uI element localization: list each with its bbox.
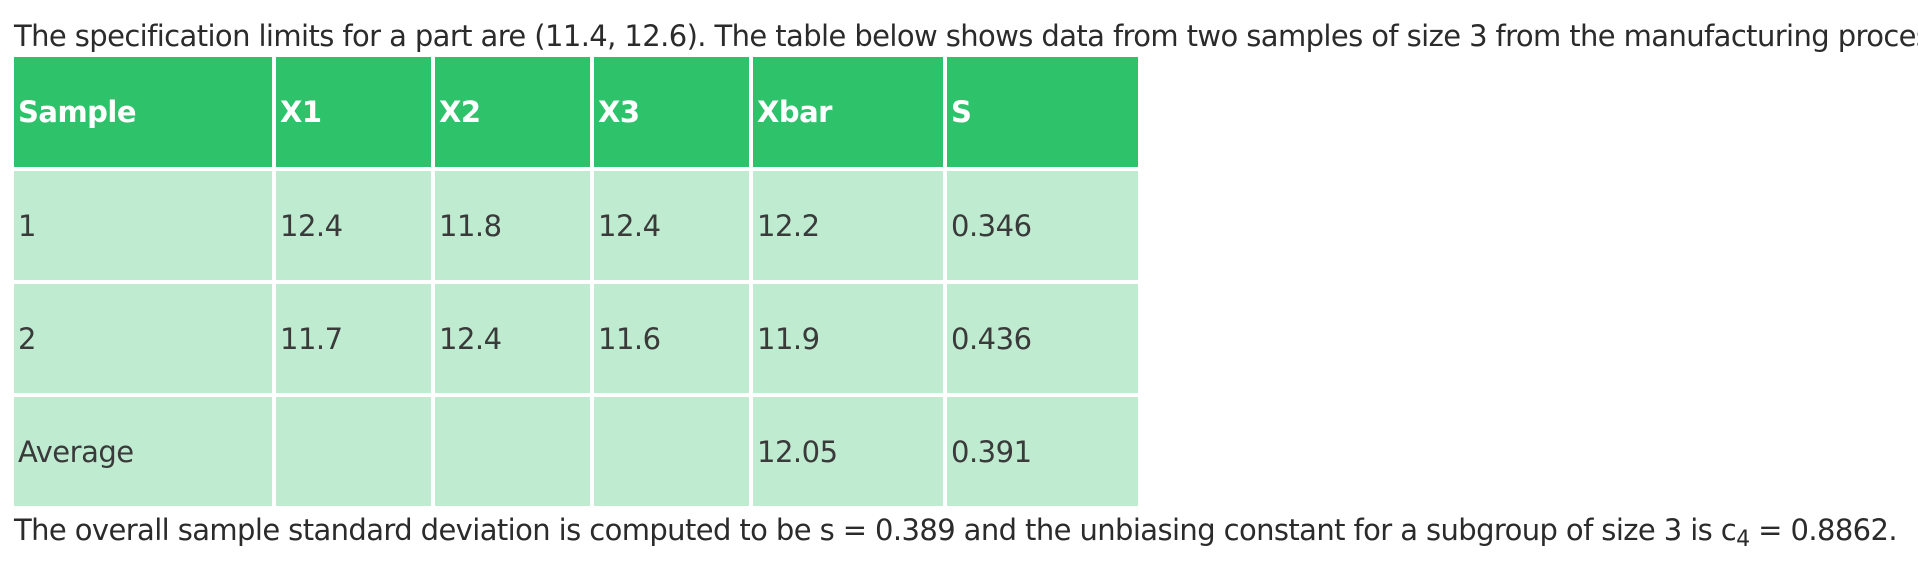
- header-x3: X3: [594, 57, 749, 167]
- table-row: 2 11.7 12.4 11.6 11.9 0.436: [14, 284, 1138, 393]
- header-xbar: Xbar: [753, 57, 943, 167]
- header-s: S: [947, 57, 1138, 167]
- sample-data-table: Sample X1 X2 X3 Xbar S 1 12.4 11.8 12.4 …: [10, 53, 1142, 510]
- table-cell: 11.8: [435, 171, 590, 280]
- table-cell: 12.4: [435, 284, 590, 393]
- table-cell: 12.2: [753, 171, 943, 280]
- table-row: 1 12.4 11.8 12.4 12.2 0.346: [14, 171, 1138, 280]
- intro-paragraph: The specification limits for a part are …: [14, 19, 1918, 53]
- table-row-average: Average 12.05 0.391: [14, 397, 1138, 506]
- table-cell: 0.346: [947, 171, 1138, 280]
- header-x1: X1: [276, 57, 431, 167]
- table-header-row: Sample X1 X2 X3 Xbar S: [14, 57, 1138, 167]
- header-x2: X2: [435, 57, 590, 167]
- conclusion-paragraph: The overall sample standard deviation is…: [14, 510, 1898, 552]
- table-cell: [276, 397, 431, 506]
- table-cell: 11.7: [276, 284, 431, 393]
- table-cell: 0.391: [947, 397, 1138, 506]
- conclusion-value: = 0.8862.: [1749, 513, 1897, 547]
- header-sample: Sample: [14, 57, 272, 167]
- table-cell: 11.6: [594, 284, 749, 393]
- table-cell: [435, 397, 590, 506]
- table-cell: 12.4: [594, 171, 749, 280]
- conclusion-text: The overall sample standard deviation is…: [14, 513, 1737, 547]
- table-cell: [594, 397, 749, 506]
- table-cell: 2: [14, 284, 272, 393]
- table-cell: 11.9: [753, 284, 943, 393]
- table-cell: Average: [14, 397, 272, 506]
- table-cell: 0.436: [947, 284, 1138, 393]
- table-cell: 12.05: [753, 397, 943, 506]
- table-cell: 12.4: [276, 171, 431, 280]
- c4-subscript: 4: [1736, 527, 1750, 552]
- table-cell: 1: [14, 171, 272, 280]
